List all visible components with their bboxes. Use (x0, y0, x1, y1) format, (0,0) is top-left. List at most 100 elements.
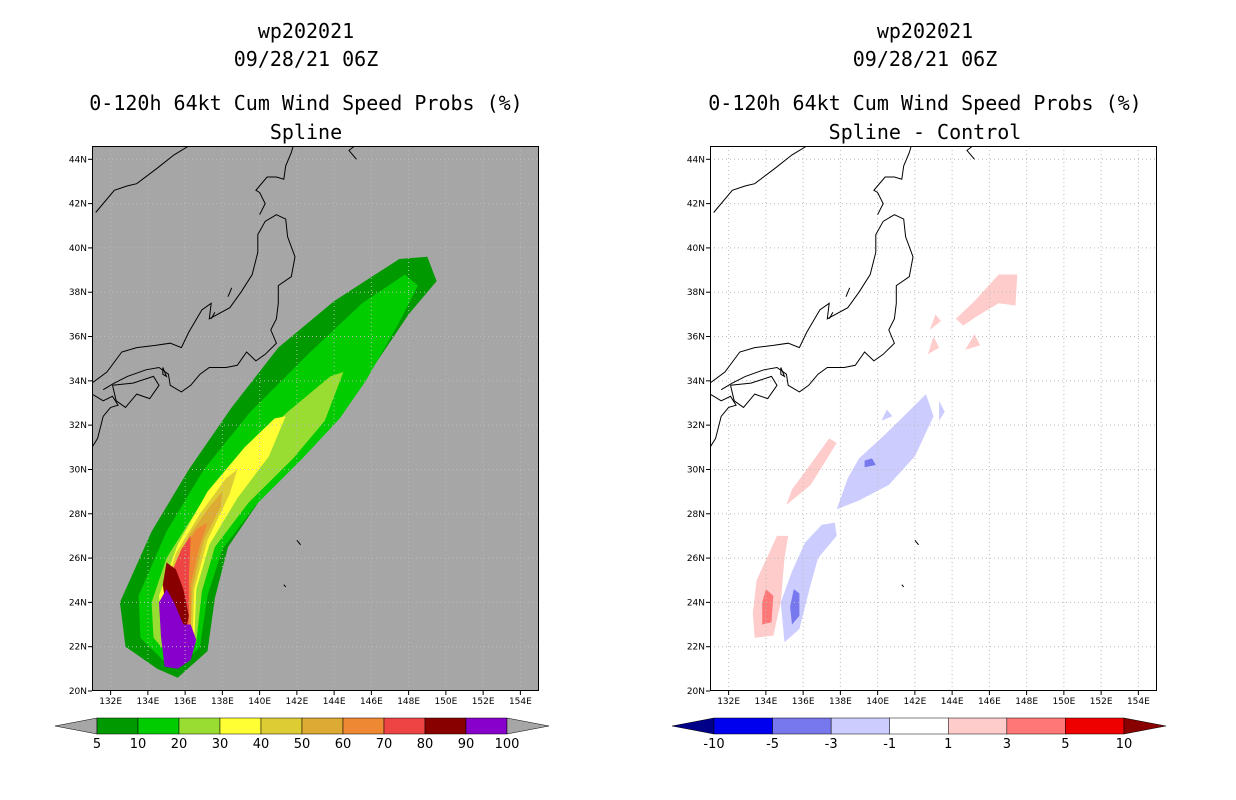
x-tick-label: 146E (978, 697, 1001, 707)
colorbar-label: 70 (376, 737, 393, 752)
y-tick-label: 30N (69, 465, 87, 475)
x-tick-label: 134E (754, 697, 777, 707)
x-tick-label: 144E (323, 697, 346, 707)
colorbar-swatch (948, 717, 1008, 735)
y-tick-label: 32N (69, 421, 87, 431)
diff-region-11 (881, 409, 893, 421)
right-difference-map (710, 146, 1157, 691)
y-tick-label: 44N (69, 155, 87, 165)
colorbar-swatch (830, 717, 890, 735)
colorbar-right-arrow (506, 717, 550, 735)
coastline-6 (966, 146, 975, 160)
right-datetime: 09/28/21 06Z (852, 47, 998, 71)
left-storm-id: wp202021 (257, 19, 355, 43)
colorbar-swatch (260, 717, 303, 735)
coastline-5 (255, 146, 294, 215)
colorbar-swatch (1006, 717, 1066, 735)
colorbar-label: 10 (1116, 737, 1133, 752)
x-tick-label: 142E (285, 697, 308, 707)
x-tick-label: 152E (1090, 697, 1113, 707)
colorbar-swatch (301, 717, 344, 735)
left-datetime: 09/28/21 06Z (233, 47, 379, 71)
left-probability-map (92, 146, 539, 691)
colorbar-label: -10 (703, 737, 724, 752)
y-tick-label: 38N (69, 288, 87, 298)
diff-region-6 (965, 334, 981, 350)
left-product-title: 0-120h 64kt Cum Wind Speed Probs (%) (89, 91, 523, 115)
colorbar-left-arrow (672, 717, 715, 735)
y-tick-label: 20N (687, 687, 705, 697)
colorbar-label: 100 (495, 737, 520, 752)
colorbar-label: 5 (1061, 737, 1069, 752)
x-tick-label: 132E (717, 697, 740, 707)
colorbar-label: 5 (93, 737, 101, 752)
right-axes: 132E 134E 136E 138E 140E 142E 144E 146E 148E 150E… (687, 155, 1150, 707)
y-tick-label: 36N (687, 333, 705, 343)
coastline-0 (92, 214, 296, 393)
diff-region-12 (939, 400, 945, 421)
colorbar-label: 10 (130, 737, 147, 752)
colorbar-swatch (137, 717, 180, 735)
y-tick-label: 30N (687, 465, 705, 475)
coastline-7 (95, 146, 190, 213)
y-tick-label: 26N (687, 554, 705, 564)
coastline-10 (283, 584, 287, 588)
colorbar-right-arrow (1123, 717, 1167, 735)
diff-region-10 (864, 458, 876, 468)
x-tick-label: 146E (360, 697, 383, 707)
diff-region-8 (790, 589, 800, 625)
diff-region-9 (836, 394, 934, 510)
x-tick-label: 154E (1127, 697, 1150, 707)
x-tick-label: 148E (1015, 697, 1038, 707)
x-tick-label: 154E (509, 697, 532, 707)
y-tick-label: 40N (687, 244, 705, 254)
diff-region-2 (786, 438, 837, 505)
prob-swath-90pct (159, 589, 197, 669)
coastline-1 (710, 393, 737, 448)
x-tick-label: 140E (866, 697, 889, 707)
coastline-8 (227, 287, 233, 297)
diff-region-0 (752, 535, 789, 638)
colorbar-swatch (383, 717, 426, 735)
x-tick-label: 132E (99, 697, 122, 707)
coastline-6 (348, 146, 357, 160)
colorbar-label: 30 (212, 737, 229, 752)
coastline-5 (873, 146, 912, 215)
x-tick-label: 134E (136, 697, 159, 707)
colorbar-label: 90 (458, 737, 475, 752)
left-map-frame (92, 146, 539, 691)
y-tick-label: 28N (69, 510, 87, 520)
y-tick-label: 36N (69, 333, 87, 343)
x-tick-label: 148E (397, 697, 420, 707)
x-tick-label: 150E (434, 697, 457, 707)
colorbar-label: 80 (417, 737, 434, 752)
colorbar-left-arrow (55, 717, 98, 735)
coastline-3 (162, 367, 168, 378)
x-tick-label: 150E (1052, 697, 1075, 707)
colorbar-label: -5 (766, 737, 779, 752)
prob-swath-20pct (151, 372, 344, 663)
colorbar-label: 20 (171, 737, 188, 752)
x-tick-label: 140E (248, 697, 271, 707)
coastline-7 (713, 146, 808, 213)
colorbar-swatch (465, 717, 508, 735)
diff-region-3 (955, 274, 1018, 326)
y-tick-label: 24N (687, 598, 705, 608)
colorbar-label: 50 (294, 737, 311, 752)
y-tick-label: 22N (69, 643, 87, 653)
colorbar-swatch (424, 717, 467, 735)
coastline-10 (901, 584, 905, 588)
y-tick-label: 42N (69, 200, 87, 210)
colorbar-swatch (889, 717, 949, 735)
y-tick-label: 34N (687, 377, 705, 387)
left-colorbar: 5 10 20 30 40 50 60 70 80 90 100 (55, 717, 550, 752)
y-tick-label: 24N (69, 598, 87, 608)
x-tick-label: 138E (211, 697, 234, 707)
colorbar-swatch (772, 717, 832, 735)
right-colorbar: -10 -5 -3 -1 1 3 5 10 (672, 717, 1167, 752)
x-tick-label: 152E (472, 697, 495, 707)
colorbar-swatch (219, 717, 262, 735)
colorbar-swatch (1065, 717, 1125, 735)
coastline-2 (112, 375, 160, 409)
coastline-9 (914, 539, 919, 546)
